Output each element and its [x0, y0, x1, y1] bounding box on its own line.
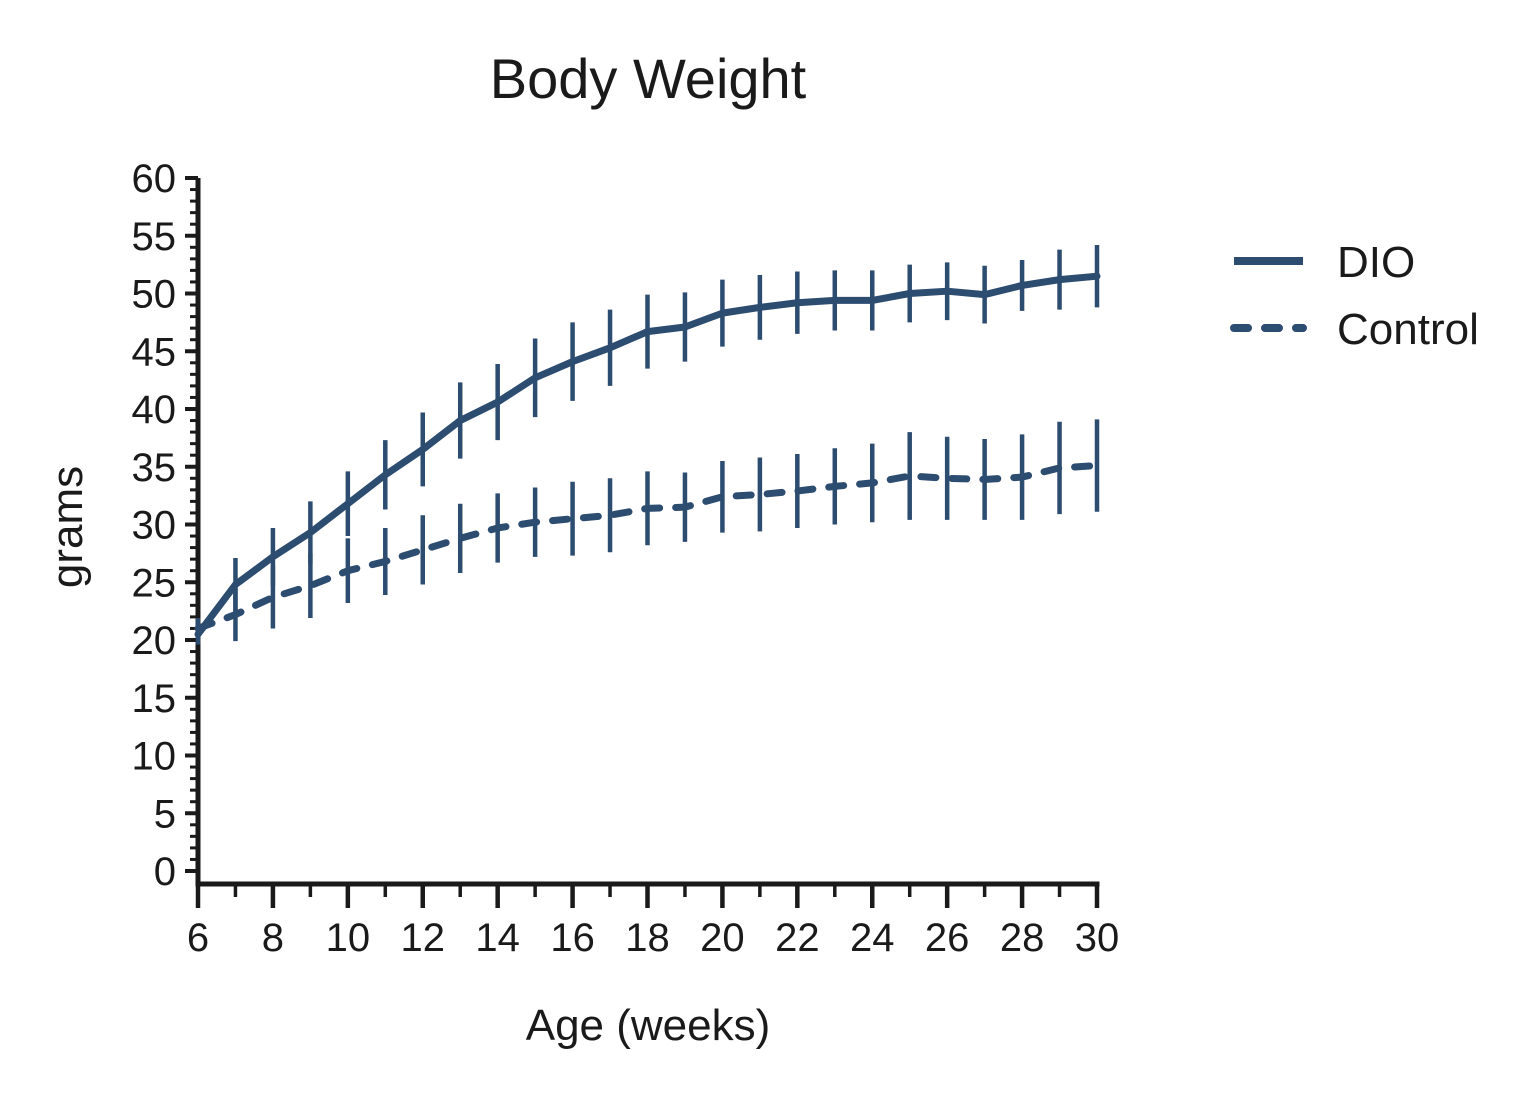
control-series: [194, 419, 1101, 642]
y-tick-label: 20: [132, 619, 177, 663]
x-tick-label: 28: [1000, 916, 1045, 960]
control-line: [194, 462, 1101, 632]
x-tick-label: 24: [850, 916, 895, 960]
y-tick-label: 5: [154, 792, 176, 836]
y-tick-label: 35: [132, 446, 177, 490]
y-tick-label: 0: [154, 850, 176, 894]
y-tick-label: 10: [132, 735, 177, 779]
legend-control-label: Control: [1337, 305, 1479, 354]
dio-line: [194, 272, 1101, 638]
y-tick-label: 55: [132, 215, 177, 259]
x-tick-label: 16: [550, 916, 595, 960]
x-tick-label: 6: [187, 916, 209, 960]
x-tick-label: 12: [401, 916, 446, 960]
x-axis: 6 8 10 12 14 16 18 20 22 24 26 28 30: [187, 881, 1120, 960]
y-tick-label: 40: [132, 388, 177, 432]
x-tick-label: 26: [925, 916, 970, 960]
dio-series: [194, 244, 1101, 645]
x-tick-label: 22: [775, 916, 820, 960]
x-tick-label: 30: [1075, 916, 1120, 960]
y-axis-title: grams: [43, 466, 92, 588]
y-tick-label: 15: [132, 677, 177, 721]
legend: DIO Control: [1230, 238, 1479, 354]
chart-title: Body Weight: [490, 47, 807, 110]
x-tick-label: 8: [262, 916, 284, 960]
y-tick-label: 30: [132, 504, 177, 548]
y-axis: 0 5 10 15 20 25 30 35 40 45 50 55 60: [132, 157, 201, 894]
series-layer: [194, 244, 1101, 645]
legend-dio-label: DIO: [1337, 238, 1415, 287]
x-tick-label: 18: [625, 916, 670, 960]
y-tick-label: 25: [132, 561, 177, 605]
x-tick-label: 10: [326, 916, 371, 960]
x-tick-label: 20: [700, 916, 745, 960]
x-tick-label: 14: [475, 916, 520, 960]
x-axis-title: Age (weeks): [526, 1001, 771, 1050]
y-tick-label: 60: [132, 157, 177, 201]
y-tick-label: 45: [132, 330, 177, 374]
y-tick-label: 50: [132, 273, 177, 317]
